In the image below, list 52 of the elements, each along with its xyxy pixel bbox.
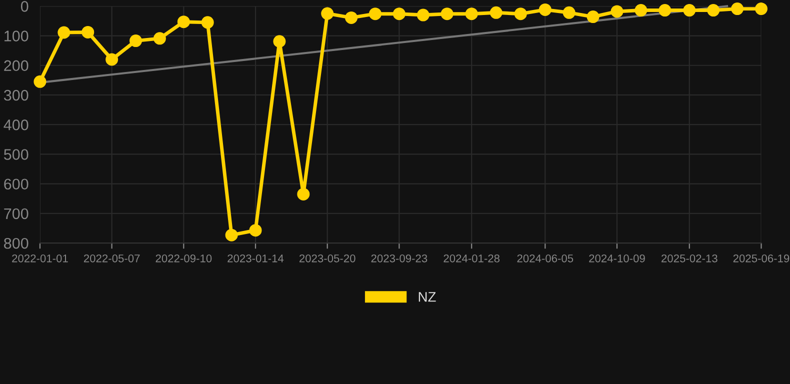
y-tick-label: 300 xyxy=(4,90,28,101)
point xyxy=(634,4,648,17)
x-tick-label: 2022-01-01 xyxy=(12,254,68,262)
point xyxy=(538,3,552,16)
point xyxy=(225,228,238,242)
y-tick-label: 0 xyxy=(20,1,28,12)
x-tick-label: 2023-05-20 xyxy=(299,254,356,262)
point xyxy=(754,2,768,16)
point xyxy=(731,2,744,16)
y-tick-label: 400 xyxy=(4,119,28,130)
x-tick-label: 2025-02-13 xyxy=(662,254,718,262)
point xyxy=(153,32,166,45)
point xyxy=(177,16,190,28)
point xyxy=(416,8,430,22)
y-tick-label: 100 xyxy=(4,30,28,42)
y-tick-label: 800 xyxy=(4,238,28,249)
point xyxy=(130,34,142,48)
x-tick-label: 2025-06-19 xyxy=(733,254,790,262)
point xyxy=(392,8,406,20)
x-tick-label: 2024-10-09 xyxy=(589,254,645,262)
x-tick-label: 2024-01-28 xyxy=(444,254,500,262)
point xyxy=(514,8,527,20)
point xyxy=(707,4,720,17)
point xyxy=(249,224,262,237)
point xyxy=(490,6,502,19)
point xyxy=(297,188,310,200)
x-tick-label: 2023-01-14 xyxy=(228,254,284,262)
y-tick-label: 600 xyxy=(4,178,28,190)
point xyxy=(82,26,94,38)
point xyxy=(321,7,334,20)
legend-label: NZ xyxy=(418,292,436,302)
point xyxy=(345,11,358,24)
y-tick-label: 700 xyxy=(4,208,28,220)
point xyxy=(106,53,118,66)
y-tick-label: 200 xyxy=(4,60,28,72)
y-tick-label: 500 xyxy=(4,149,28,160)
point xyxy=(273,35,286,48)
x-tick-label: 2024-06-05 xyxy=(517,254,574,262)
x-tick-label: 2023-09-23 xyxy=(371,254,428,262)
point xyxy=(562,6,576,19)
point xyxy=(58,26,70,39)
point xyxy=(201,16,214,29)
point xyxy=(683,4,696,17)
point xyxy=(368,8,382,20)
point xyxy=(586,10,600,24)
x-tick-label: 2022-05-07 xyxy=(84,254,140,262)
point xyxy=(34,75,46,88)
point xyxy=(658,4,672,17)
point xyxy=(610,5,624,18)
point xyxy=(440,8,454,20)
point xyxy=(465,8,478,20)
x-tick-label: 2022-09-10 xyxy=(156,254,212,262)
